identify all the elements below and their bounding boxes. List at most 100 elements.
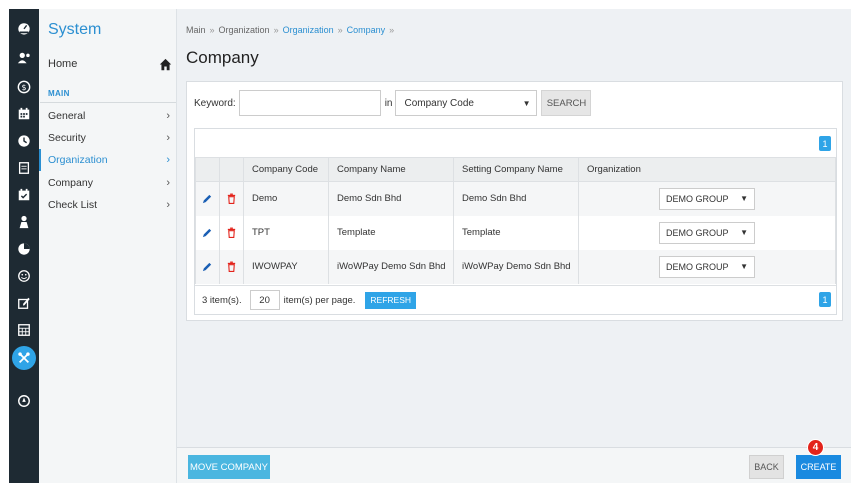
keyword-label: Keyword:: [194, 97, 236, 109]
column-header-setting-company-name[interactable]: Setting Company Name: [453, 157, 579, 182]
delete-cell: [219, 181, 244, 216]
trash-icon[interactable]: [226, 227, 237, 238]
search-button[interactable]: SEARCH: [541, 90, 592, 116]
organization-select[interactable]: DEMO GROUP ▼: [659, 187, 755, 210]
person-icon[interactable]: [9, 211, 39, 233]
pager-page-bottom[interactable]: 1: [819, 292, 831, 307]
edit-document-icon[interactable]: [9, 292, 39, 314]
dashboard-icon[interactable]: [9, 17, 39, 39]
page-title: Company: [186, 48, 259, 67]
table-row: IWOWPAY iWoWPay Demo Sdn Bhd iWoWPay Dem…: [195, 249, 836, 284]
pencil-icon[interactable]: [202, 227, 213, 238]
pencil-icon[interactable]: [202, 261, 213, 272]
pencil-icon[interactable]: [202, 193, 213, 204]
menu-item-check-list[interactable]: Check List ›: [39, 194, 176, 216]
per-page-input[interactable]: 20: [249, 290, 280, 310]
create-button[interactable]: CREATE: [796, 455, 841, 479]
main-content: Main » Organization » Organization » Com…: [177, 9, 851, 447]
user-medal-icon[interactable]: [9, 47, 39, 69]
table-row: Demo Demo Sdn Bhd Demo Sdn Bhd DEMO GROU…: [195, 181, 836, 216]
setting-company-name-cell: iWoWPay Demo Sdn Bhd: [453, 249, 579, 284]
chevron-right-icon: ›: [166, 110, 170, 122]
compass-icon[interactable]: [9, 390, 39, 412]
menu-item-label: Company: [48, 177, 93, 189]
table-header-row: Company Code Company Name Setting Compan…: [195, 157, 836, 182]
company-grid: 1 Company Code Company Name Setting Comp…: [194, 128, 837, 315]
organization-select[interactable]: DEMO GROUP ▼: [659, 221, 755, 244]
menu-section-header: MAIN: [48, 89, 70, 98]
breadcrumb-separator: »: [273, 25, 279, 35]
setting-company-name-cell: Demo Sdn Bhd: [453, 181, 579, 216]
pie-icon[interactable]: [9, 238, 39, 260]
table-row: TPT Template Template DEMO GROUP ▼: [195, 215, 836, 250]
smiley-icon[interactable]: [9, 265, 39, 287]
organization-value: DEMO GROUP: [666, 227, 729, 238]
calendar-icon[interactable]: [9, 103, 39, 125]
edit-cell: [195, 181, 220, 216]
breadcrumb-item[interactable]: Organization: [218, 25, 270, 35]
leave-icon[interactable]: [9, 184, 39, 206]
breadcrumb-separator: »: [209, 25, 215, 35]
menu-item-label: Check List: [48, 199, 98, 211]
per-page-label: item(s) per page.: [283, 294, 356, 306]
company-code-cell: IWOWPAY: [243, 249, 329, 284]
breadcrumb: Main » Organization » Organization » Com…: [186, 25, 394, 35]
back-button[interactable]: BACK: [749, 455, 784, 479]
chevron-right-icon: ›: [166, 199, 170, 211]
company-name-cell: iWoWPay Demo Sdn Bhd: [328, 249, 454, 284]
menu-item-label: Security: [48, 132, 86, 144]
organization-value: DEMO GROUP: [666, 261, 729, 272]
menu-item-organization[interactable]: Organization ›: [39, 149, 176, 171]
search-field-select[interactable]: Company Code ▼: [395, 90, 538, 116]
edit-cell: [195, 249, 220, 284]
caret-down-icon: ▼: [740, 194, 748, 204]
edit-cell: [195, 215, 220, 250]
caret-down-icon: ▼: [522, 98, 531, 108]
caret-down-icon: ▼: [740, 262, 748, 271]
menu-item-label: Organization: [48, 154, 108, 166]
bottom-action-bar: MOVE COMPANY BACK CREATE 4: [177, 439, 851, 483]
refresh-button[interactable]: REFRESH: [365, 291, 417, 309]
menu-item-label: General: [48, 110, 86, 122]
company-table: Company Code Company Name Setting Compan…: [195, 157, 836, 284]
menu-item-security[interactable]: Security ›: [39, 127, 176, 149]
trash-icon[interactable]: [226, 193, 237, 205]
breadcrumb-separator: »: [389, 25, 395, 35]
trash-icon[interactable]: [226, 261, 237, 272]
menu-divider: [40, 102, 176, 103]
company-code-cell: Demo: [243, 181, 329, 216]
items-count: 3 item(s).: [202, 294, 242, 306]
company-name-cell: Template: [328, 215, 454, 250]
menu-item-company[interactable]: Company ›: [39, 172, 176, 194]
caret-down-icon: ▼: [740, 228, 748, 237]
keyword-input[interactable]: [238, 90, 381, 116]
home-link[interactable]: Home: [48, 55, 172, 73]
chevron-right-icon: ›: [166, 177, 170, 189]
pager-page-top[interactable]: 1: [819, 136, 831, 151]
payroll-icon[interactable]: $: [9, 76, 39, 98]
column-header-organization[interactable]: Organization: [578, 157, 836, 182]
clock-icon[interactable]: [9, 130, 39, 152]
organization-value: DEMO GROUP: [666, 193, 729, 204]
grid-footer: 3 item(s). 20 item(s) per page. REFRESH: [195, 285, 836, 314]
column-header-company-name[interactable]: Company Name: [328, 157, 454, 182]
breadcrumb-item[interactable]: Company: [346, 25, 386, 35]
breadcrumb-item[interactable]: Main: [186, 25, 206, 35]
document-icon[interactable]: [9, 157, 39, 179]
company-code-cell: TPT: [243, 215, 329, 250]
breadcrumb-item[interactable]: Organization: [282, 25, 334, 35]
table-icon[interactable]: [9, 319, 39, 341]
home-icon: [159, 58, 172, 70]
home-label: Home: [48, 58, 78, 70]
setting-company-name-cell: Template: [453, 215, 579, 250]
menu-item-general[interactable]: General ›: [39, 105, 176, 127]
tools-icon[interactable]: [9, 345, 39, 371]
column-header-company-code[interactable]: Company Code: [243, 157, 329, 182]
move-company-button[interactable]: MOVE COMPANY: [188, 455, 270, 479]
delete-cell: [219, 249, 244, 284]
svg-text:$: $: [21, 83, 26, 92]
in-label: in: [384, 97, 393, 109]
column-header-edit: [195, 157, 220, 182]
organization-select[interactable]: DEMO GROUP ▼: [659, 255, 755, 278]
step-badge: 4: [807, 439, 824, 456]
